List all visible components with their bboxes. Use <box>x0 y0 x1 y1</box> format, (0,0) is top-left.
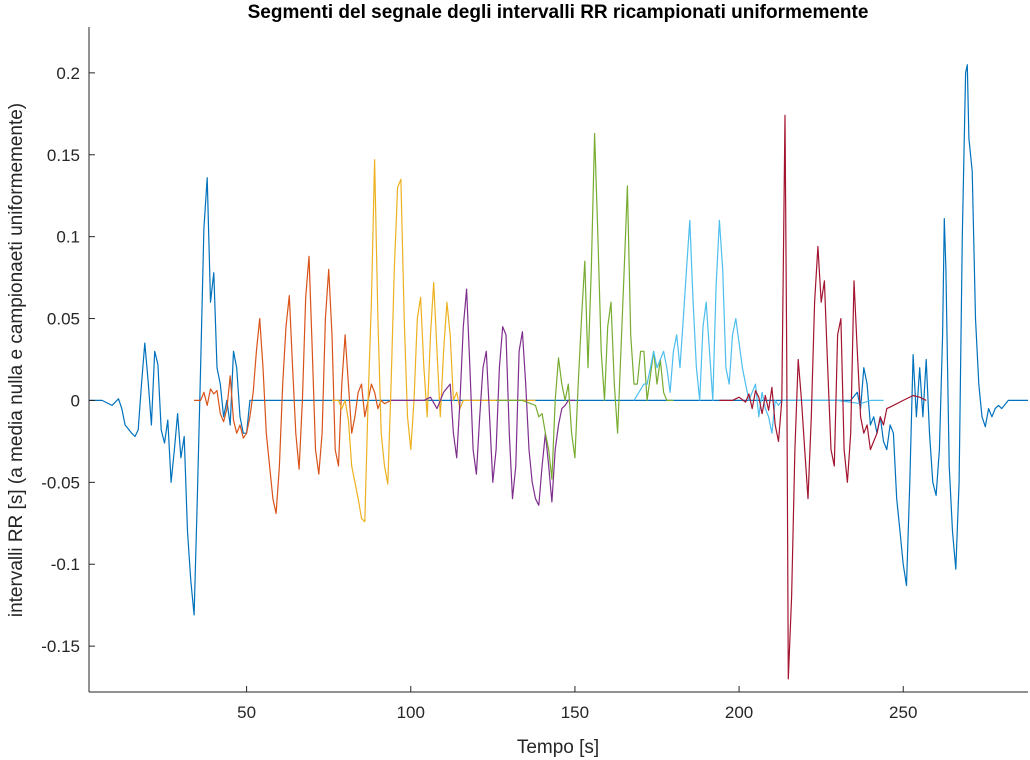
series-line-4 <box>391 288 575 506</box>
y-tick-label: -0.1 <box>51 555 80 574</box>
y-tick-label: 0.05 <box>47 310 80 329</box>
y-tick-label: 0.1 <box>56 228 80 247</box>
series-line-6 <box>633 219 884 434</box>
series-line-3 <box>332 159 536 523</box>
y-tick-label: -0.05 <box>41 473 80 492</box>
y-ticks: -0.15 -0.1 -0.05 0 0.05 0.1 0.15 0.2 <box>41 64 95 656</box>
y-tick-label: -0.15 <box>41 637 80 656</box>
x-ticks: 50 100 150 200 250 <box>237 686 917 722</box>
y-tick-label: 0.2 <box>56 64 80 83</box>
y-axis-label: intervalli RR [s] (a media nulla e campi… <box>6 103 27 617</box>
series-line-2 <box>194 255 392 515</box>
x-tick-label: 250 <box>889 703 917 722</box>
series-line-5 <box>496 132 674 480</box>
x-axis-label: Tempo [s] <box>517 737 599 758</box>
series-line-1 <box>89 64 1028 616</box>
x-tick-label: 100 <box>397 703 425 722</box>
series-line-7 <box>719 114 927 680</box>
x-tick-label: 150 <box>561 703 589 722</box>
axes-layer <box>88 27 1028 693</box>
x-tick-label: 200 <box>725 703 753 722</box>
x-tick-label: 50 <box>237 703 256 722</box>
chart-title: Segmenti del segnale degli intervalli RR… <box>248 2 869 23</box>
y-tick-label: 0 <box>71 391 80 410</box>
y-tick-label: 0.15 <box>47 146 80 165</box>
series-layer <box>89 64 1028 680</box>
